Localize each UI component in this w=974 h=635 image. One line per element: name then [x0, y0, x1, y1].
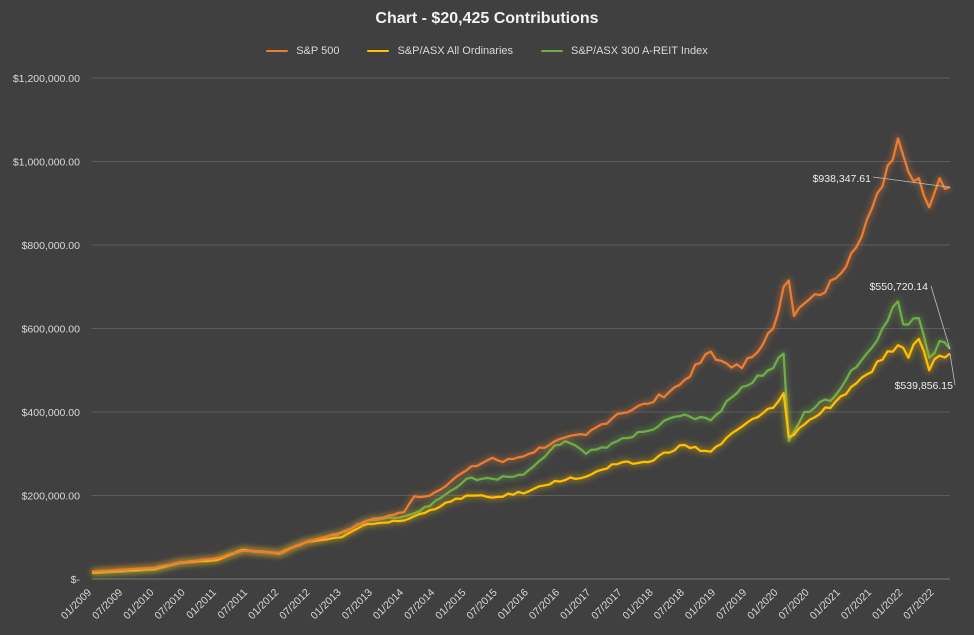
y-tick-label: $600,000.00: [22, 324, 81, 336]
x-tick-label: 01/2018: [620, 587, 655, 622]
x-tick-label: 07/2015: [464, 587, 499, 622]
x-tick-label: 07/2018: [652, 587, 687, 622]
x-tick-label: 07/2020: [776, 587, 811, 622]
legend-label-sp500: S&P 500: [296, 45, 340, 57]
x-tick-label: 07/2019: [714, 587, 749, 622]
x-tick-label: 07/2010: [152, 587, 187, 622]
annotation-leader-line: [949, 353, 956, 386]
data-label: $938,347.61: [813, 173, 872, 185]
x-tick-label: 01/2015: [433, 587, 468, 622]
x-tick-label: 01/2011: [184, 587, 219, 622]
x-tick-label: 01/2016: [496, 587, 531, 622]
legend-label-asx-all-ords: S&P/ASX All Ordinaries: [397, 45, 514, 57]
series-glow: [91, 135, 951, 575]
data-label: $539,856.15: [895, 380, 954, 392]
y-tick-label: $800,000.00: [22, 240, 81, 252]
series-glow: [91, 298, 953, 577]
x-tick-label: 07/2017: [589, 587, 624, 622]
x-tick-label: 07/2016: [527, 587, 562, 622]
series-line: [91, 300, 951, 575]
data-label: $550,720.14: [870, 281, 929, 293]
y-tick-label: $200,000.00: [22, 491, 81, 503]
x-tick-label: 01/2020: [745, 587, 780, 622]
y-tick-label: $1,200,000.00: [13, 73, 80, 85]
x-tick-label: 01/2019: [683, 587, 718, 622]
x-tick-label: 07/2011: [215, 587, 250, 622]
x-tick-label: 01/2014: [371, 587, 406, 622]
x-tick-label: 07/2021: [839, 587, 874, 622]
series-line: [91, 137, 951, 573]
legend-label-asx-areit: S&P/ASX 300 A-REIT Index: [571, 45, 708, 57]
x-tick-label: 07/2014: [402, 587, 437, 622]
x-tick-label: 07/2022: [901, 587, 936, 622]
legend-swatch-sp500: [266, 50, 289, 52]
x-tick-label: 07/2012: [277, 587, 312, 622]
annotation-leader-line: [930, 285, 951, 350]
x-tick-label: 01/2021: [808, 587, 843, 622]
x-tick-label: 07/2009: [90, 587, 125, 622]
legend-item-asx-all-ords: S&P/ASX All Ordinaries: [367, 45, 513, 57]
x-tick-label: 01/2022: [870, 587, 905, 622]
annotation-leader-line: [872, 176, 951, 188]
x-tick-label: 07/2013: [340, 587, 375, 622]
chart-legend: S&P 500 S&P/ASX All Ordinaries S&P/ASX 3…: [0, 45, 974, 57]
legend-item-asx-areit: S&P/ASX 300 A-REIT Index: [541, 45, 708, 57]
y-tick-label: $-: [71, 574, 81, 586]
x-tick-label: 01/2010: [121, 587, 156, 622]
x-tick-label: 01/2012: [246, 587, 281, 622]
legend-swatch-asx-all-ords: [367, 50, 390, 52]
legend-item-sp500: S&P 500: [266, 45, 339, 57]
x-tick-label: 01/2017: [558, 587, 593, 622]
x-tick-label: 01/2009: [59, 587, 94, 622]
y-tick-label: $1,000,000.00: [13, 157, 80, 169]
legend-swatch-asx-areit: [541, 50, 564, 52]
x-tick-label: 01/2013: [308, 587, 343, 622]
chart-title: Chart - $20,425 Contributions: [375, 10, 599, 27]
y-tick-label: $400,000.00: [22, 407, 81, 419]
